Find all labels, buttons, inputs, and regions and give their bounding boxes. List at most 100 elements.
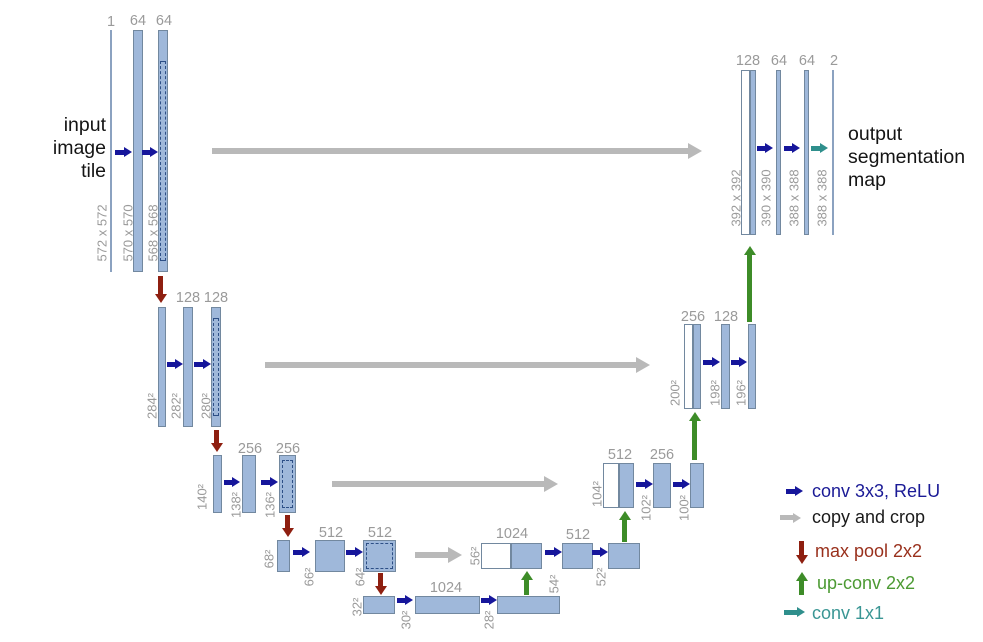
feature-map-bottleneck-conv2 (497, 596, 560, 614)
conv-arrow-icon (784, 146, 792, 151)
dim-label: 280² (198, 392, 214, 420)
feature-map-dec3-conv2 (690, 463, 704, 508)
dim-label: 136² (262, 491, 278, 519)
dim-label: 56² (467, 546, 483, 566)
legend-label-copy-crop: copy and crop (812, 507, 926, 527)
input-caption-line: tile (81, 160, 106, 182)
dim-label: 388 x 388 (786, 169, 802, 227)
copy-crop-arrow-icon (265, 362, 636, 368)
dim-label: 388 x 388 (814, 169, 830, 227)
conv-arrow-icon (673, 482, 682, 487)
legend-conv-arrow-icon (786, 489, 795, 494)
channel-label: 512 (318, 525, 344, 541)
dim-label: 390 x 390 (758, 169, 774, 227)
channel-label: 2 (829, 53, 839, 69)
dim-label: 282² (168, 392, 184, 420)
dim-label: 392 x 392 (728, 169, 744, 227)
output-caption-line: segmentation (848, 146, 966, 168)
dim-label: 28² (481, 610, 497, 630)
dim-label: 284² (144, 392, 160, 420)
feature-map-enc4-conv2 (363, 540, 396, 572)
copied-map-dec1 (741, 70, 750, 235)
conv-arrow-icon (346, 550, 355, 555)
feature-map-output (832, 70, 834, 235)
feature-map-enc2-pooled (158, 307, 166, 427)
dim-label: 198² (707, 379, 723, 407)
input-caption-line: image (52, 137, 106, 159)
channel-label: 1024 (429, 580, 463, 596)
copy-crop-arrow-icon (415, 552, 448, 558)
feature-map-dec4-conv1 (562, 543, 593, 569)
feature-map-enc1-conv2 (158, 30, 168, 272)
conv-arrow-icon (731, 360, 739, 365)
channel-label: 1 (106, 14, 116, 30)
feature-map-enc3-conv2 (279, 455, 296, 513)
dim-label: 104² (589, 480, 605, 508)
dim-label: 32² (349, 597, 365, 617)
crop-region-outline (282, 460, 293, 508)
legend-label-conv1x1: conv 1x1 (812, 603, 885, 623)
upconv-arrow-icon (524, 580, 529, 595)
upconv-arrow-icon (622, 520, 627, 542)
copy-crop-arrow-icon (212, 148, 688, 154)
feature-map-dec2-upconv (693, 324, 701, 409)
dim-label: 196² (733, 379, 749, 407)
feature-map-dec3-upconv (619, 463, 634, 508)
conv-arrow-icon (397, 598, 405, 603)
maxpool-arrow-icon (378, 573, 383, 586)
legend-label-maxpool: max pool 2x2 (815, 541, 923, 561)
conv-arrow-icon (481, 598, 489, 603)
dim-label: 140² (194, 483, 210, 511)
feature-map-bottleneck-pooled (363, 596, 395, 614)
input-caption: input image tile (36, 114, 106, 183)
output-caption: output segmentation map (848, 123, 965, 192)
conv-arrow-icon (545, 550, 554, 555)
legend-conv1x1-arrow-icon (784, 610, 797, 615)
channel-label: 512 (565, 527, 591, 543)
conv-arrow-icon (142, 150, 150, 155)
feature-map-dec3-conv1 (653, 463, 671, 508)
crop-region-outline (366, 543, 393, 569)
copied-map-dec2 (684, 324, 693, 409)
dim-label: 572 x 572 (94, 204, 110, 262)
feature-map-dec4-upconv (511, 543, 542, 569)
dim-label: 568 x 568 (145, 204, 161, 262)
channel-label: 128 (735, 53, 761, 69)
upconv-arrow-icon (692, 421, 697, 460)
legend-maxpool-arrow-icon (799, 541, 804, 555)
channel-label: 256 (680, 309, 706, 325)
conv-arrow-icon (757, 146, 765, 151)
dim-label: 200² (667, 379, 683, 407)
input-caption-line: input (63, 114, 106, 136)
channel-label: 512 (607, 447, 633, 463)
feature-map-dec1-conv1 (776, 70, 781, 235)
feature-map-dec2-conv1 (721, 324, 730, 409)
dim-label: 64² (352, 567, 368, 587)
conv-arrow-icon (167, 362, 175, 367)
dim-label: 66² (301, 567, 317, 587)
conv-arrow-icon (224, 480, 232, 485)
output-caption-line: map (848, 169, 886, 191)
conv-arrow-icon (592, 550, 600, 555)
channel-label: 256 (649, 447, 675, 463)
conv-arrow-icon (703, 360, 712, 365)
channel-label: 512 (367, 525, 393, 541)
dim-label: 100² (676, 494, 692, 522)
conv-arrow-icon (293, 550, 302, 555)
conv-arrow-icon (194, 362, 203, 367)
feature-map-enc1-input (110, 30, 112, 272)
dim-label: 30² (398, 610, 414, 630)
legend-copy-crop-arrow-icon (780, 515, 793, 520)
feature-map-dec2-conv2 (748, 324, 756, 409)
conv-arrow-icon (115, 150, 124, 155)
feature-map-enc3-pooled (213, 455, 222, 513)
conv1x1-arrow-icon (811, 146, 820, 151)
feature-map-dec4-conv2 (608, 543, 640, 569)
conv-arrow-icon (261, 480, 270, 485)
dim-label: 138² (228, 491, 244, 519)
crop-region-outline (213, 318, 219, 416)
feature-map-dec1-conv2 (804, 70, 809, 235)
output-caption-line: output (848, 123, 903, 145)
feature-map-enc4-pooled (277, 540, 290, 572)
